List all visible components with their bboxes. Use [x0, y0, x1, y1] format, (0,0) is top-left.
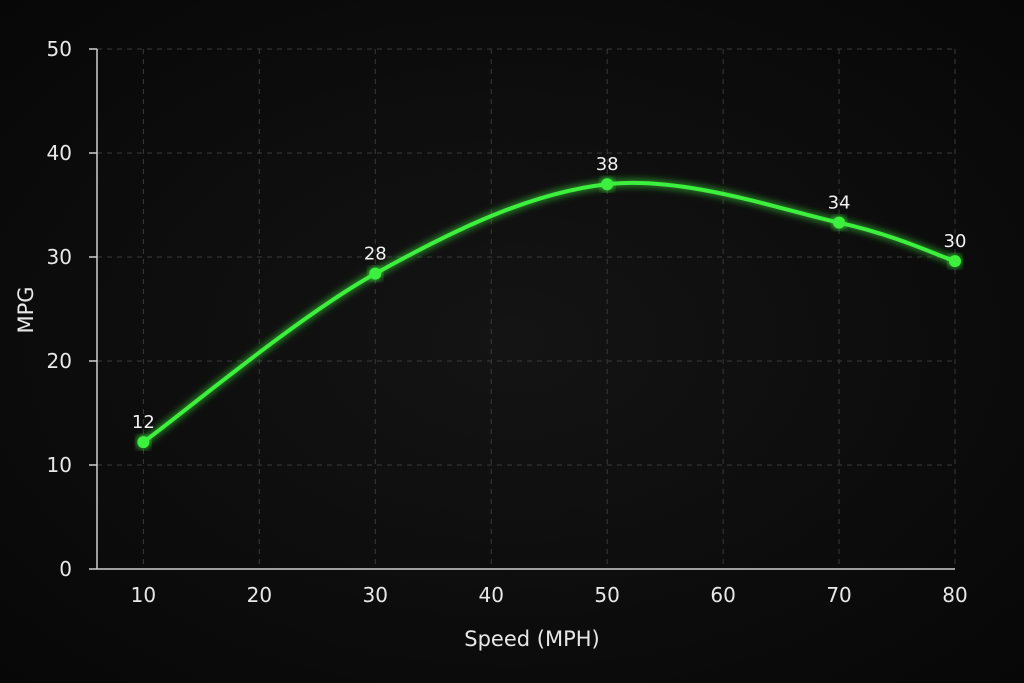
x-axis-title: Speed (MPH) [464, 627, 599, 651]
data-point [833, 216, 846, 229]
data-point [137, 436, 150, 449]
data-point [601, 178, 614, 191]
series-line [141, 180, 957, 445]
grid [97, 48, 956, 569]
x-tick-label: 80 [942, 583, 967, 607]
y-tick-label: 10 [47, 453, 72, 477]
tick-labels: 0 10 20 30 40 50 10 20 30 40 50 60 70 80 [47, 37, 968, 607]
y-tick-label: 50 [47, 37, 72, 61]
y-tick-label: 30 [47, 245, 72, 269]
data-labels: 12 28 38 34 30 [132, 154, 967, 433]
data-point [949, 255, 961, 268]
data-label: 28 [364, 244, 387, 265]
x-tick-label: 10 [131, 583, 156, 607]
data-label: 12 [132, 412, 155, 433]
x-tick-label: 70 [826, 583, 851, 607]
y-tick-label: 40 [47, 141, 72, 165]
axes [89, 48, 955, 570]
y-axis-title: MPG [14, 286, 38, 333]
data-label: 38 [596, 154, 619, 175]
x-tick-label: 30 [363, 583, 388, 607]
series-layer [137, 178, 961, 449]
data-label: 30 [944, 231, 967, 252]
x-tick-label: 20 [247, 583, 272, 607]
x-tick-label: 50 [594, 583, 619, 607]
y-tick-label: 20 [47, 349, 72, 373]
data-label: 34 [828, 193, 851, 214]
y-tick-label: 0 [59, 557, 72, 581]
x-tick-label: 60 [710, 583, 735, 607]
x-tick-label: 40 [478, 583, 503, 607]
data-point [369, 267, 382, 280]
